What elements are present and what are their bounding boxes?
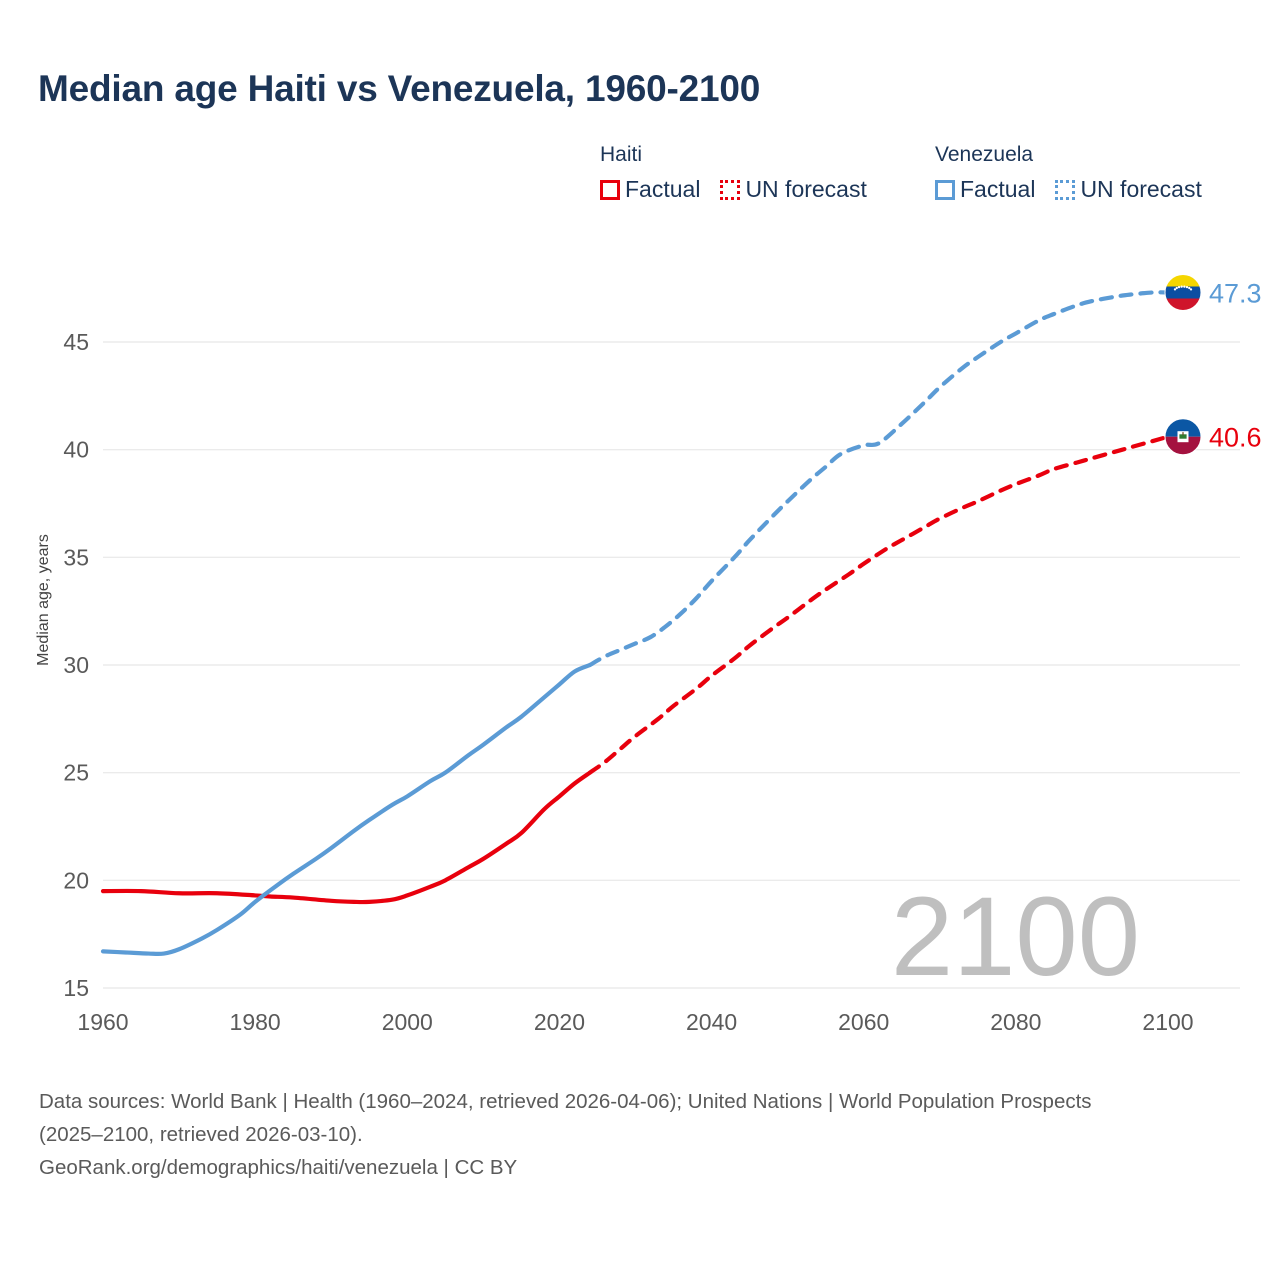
watermark-year: 2100 bbox=[891, 874, 1140, 999]
x-axis-tick-2040: 2040 bbox=[686, 1009, 737, 1035]
chart-title: Median age Haiti vs Venezuela, 1960-2100 bbox=[38, 68, 761, 109]
legend-item-haiti-factual[interactable]: Factual bbox=[600, 176, 700, 203]
legend-swatch-dotted-icon bbox=[720, 179, 741, 200]
venezuela-flag-icon bbox=[1164, 274, 1202, 311]
legend-group-haiti: Haiti Factual UN forecast bbox=[600, 143, 867, 203]
legend-label-venezuela-forecast: UN forecast bbox=[1080, 176, 1202, 202]
y-axis-title: Median age, years bbox=[35, 534, 52, 666]
x-axis-tick-1980: 1980 bbox=[230, 1009, 281, 1035]
footer: Data sources: World Bank | Health (1960–… bbox=[39, 1085, 1219, 1184]
series-line-venezuela-factual bbox=[100, 662, 592, 957]
legend-label-venezuela-factual: Factual bbox=[960, 176, 1036, 202]
y-axis-tick-25: 25 bbox=[63, 760, 89, 786]
legend-item-venezuela-factual[interactable]: Factual bbox=[935, 176, 1035, 203]
footer-data-sources: Data sources: World Bank | Health (1960–… bbox=[39, 1090, 1092, 1146]
y-axis-tick-35: 35 bbox=[63, 544, 89, 570]
legend-item-venezuela-forecast[interactable]: UN forecast bbox=[1055, 176, 1202, 203]
x-axis-tick-2060: 2060 bbox=[838, 1009, 889, 1035]
series-line-haiti-factual bbox=[100, 770, 592, 905]
y-axis-tick-labels: 15 20 25 30 35 40 45 bbox=[63, 329, 89, 1001]
y-axis-tick-30: 30 bbox=[63, 652, 89, 678]
data-series bbox=[100, 290, 1171, 957]
x-axis-tick-2000: 2000 bbox=[382, 1009, 433, 1035]
legend-swatch-solid-icon bbox=[935, 179, 955, 200]
legend-swatch-solid-icon bbox=[600, 179, 620, 200]
series-line-venezuela-forecast bbox=[587, 290, 1171, 668]
legend-country-haiti: Haiti bbox=[600, 143, 643, 166]
chart-legend: Haiti Factual UN forecast Venezuela Fact… bbox=[600, 143, 1260, 221]
haiti-flag-icon bbox=[1164, 418, 1202, 456]
legend-label-haiti-forecast: UN forecast bbox=[745, 176, 867, 202]
y-axis-tick-40: 40 bbox=[63, 437, 89, 463]
y-axis-tick-20: 20 bbox=[63, 867, 89, 893]
legend-swatch-dotted-icon bbox=[1055, 179, 1076, 200]
legend-group-venezuela: Venezuela Factual UN forecast bbox=[935, 143, 1202, 203]
series-line-haiti-forecast bbox=[587, 434, 1171, 775]
y-axis-tick-45: 45 bbox=[63, 329, 89, 355]
footer-attribution: GeoRank.org/demographics/haiti/venezuela… bbox=[39, 1156, 518, 1179]
x-axis-tick-labels: 1960 1980 2000 2020 2040 2060 2080 2100 bbox=[77, 1009, 1193, 1035]
x-axis-tick-2020: 2020 bbox=[534, 1009, 585, 1035]
x-axis-tick-2100: 2100 bbox=[1142, 1009, 1193, 1035]
y-axis-tick-15: 15 bbox=[63, 975, 89, 1001]
endpoint-marker-haiti[interactable] bbox=[1164, 418, 1202, 456]
gridlines bbox=[103, 341, 1240, 989]
x-axis-tick-2080: 2080 bbox=[990, 1009, 1041, 1035]
legend-label-haiti-factual: Factual bbox=[625, 176, 701, 202]
endpoint-value-venezuela: 47.3 bbox=[1209, 278, 1262, 308]
legend-country-venezuela: Venezuela bbox=[935, 143, 1034, 166]
legend-item-haiti-forecast[interactable]: UN forecast bbox=[720, 176, 867, 203]
x-axis-tick-1960: 1960 bbox=[77, 1009, 128, 1035]
endpoint-marker-venezuela[interactable] bbox=[1164, 274, 1202, 311]
endpoint-value-haiti: 40.6 bbox=[1209, 423, 1262, 453]
